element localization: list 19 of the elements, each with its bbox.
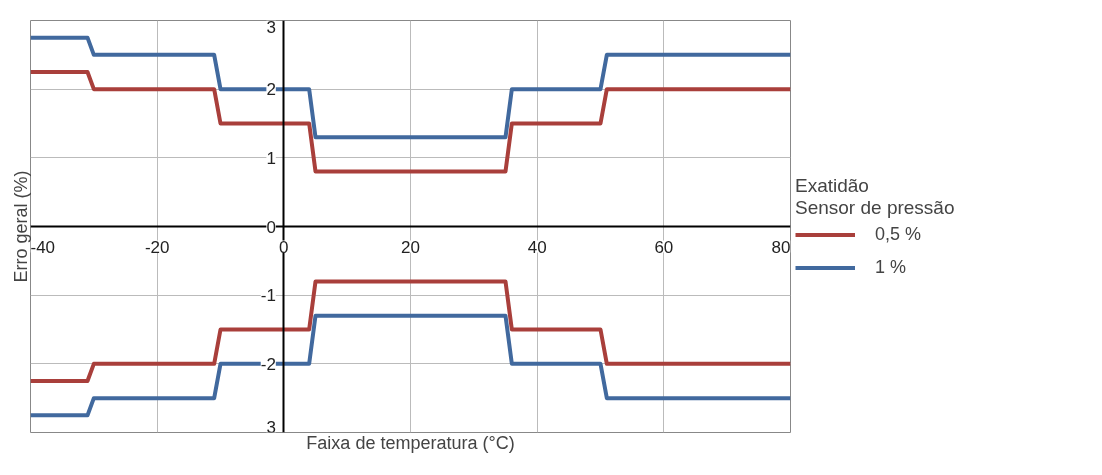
legend-title: Exatidão Sensor de pressão [795, 174, 955, 219]
y-tick-label: -1 [260, 286, 276, 306]
x-tick-label: 20 [401, 237, 420, 257]
y-axis-title: Erro geral (%) [10, 170, 31, 283]
legend-label: 0,5 % [875, 223, 922, 245]
y-tick-label: 3 [266, 17, 276, 37]
x-axis-title: Faixa de temperatura (°C) [306, 432, 515, 453]
x-tick-label: 60 [654, 237, 674, 257]
y-tick-label: 1 [266, 148, 276, 168]
y-tick-label: 2 [266, 80, 276, 100]
x-tick-label: -20 [144, 237, 170, 257]
legend-label: 1 % [875, 256, 907, 278]
x-tick-label: -40 [30, 237, 56, 257]
y-tick-label: -2 [260, 354, 276, 374]
x-tick-label: 0 [279, 237, 289, 257]
y-tick-label: 0 [266, 217, 276, 237]
x-tick-label: 80 [771, 237, 791, 257]
x-tick-label: 40 [527, 237, 547, 257]
y-tick-label: 3 [266, 417, 276, 437]
